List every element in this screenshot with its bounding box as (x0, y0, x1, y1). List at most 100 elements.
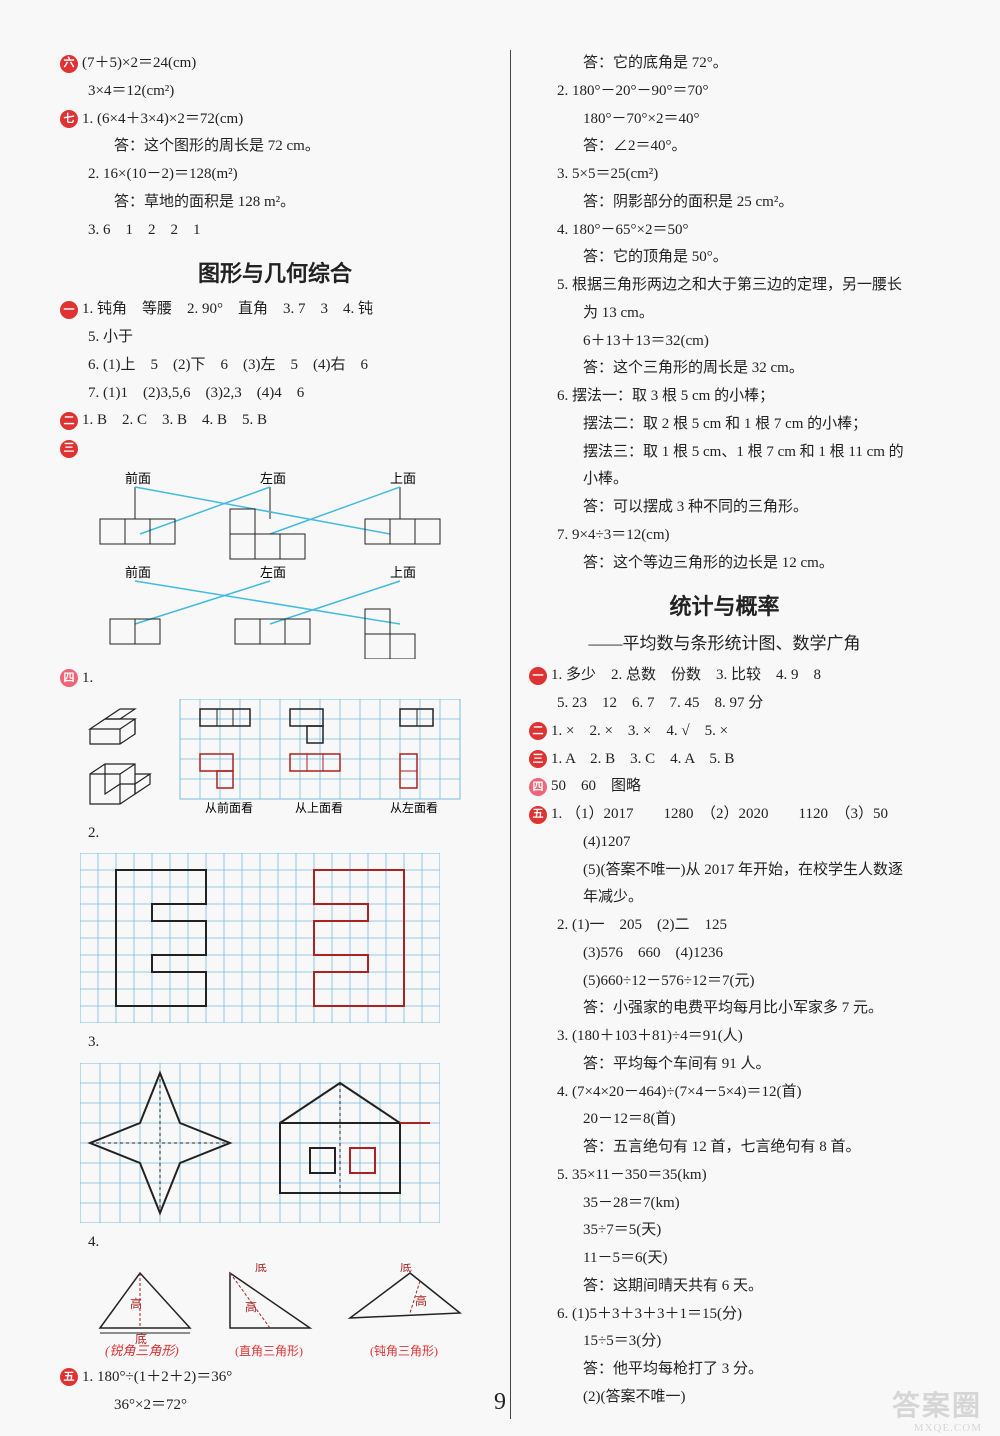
text-line: 答：这期间晴天共有 6 天。 (529, 1273, 920, 1301)
line-text: 3. 6 1 2 2 1 (88, 222, 201, 238)
line-text: 答：平均每个车间有 91 人。 (583, 1056, 771, 1072)
bullet-three: 三 (60, 440, 78, 458)
text-line: 6. 摆法一：取 3 根 5 cm 的小棒； (529, 383, 920, 411)
text-line: 5. 小于 (60, 324, 490, 352)
line-text: 2. 16×(10－2)＝128(m²) (88, 166, 238, 182)
svg-text:上面: 上面 (390, 565, 416, 580)
text-line: 小棒。 (529, 466, 920, 494)
watermark-url: MXQE.COM (914, 1422, 982, 1434)
svg-text:(直角三角形): (直角三角形) (235, 1344, 303, 1358)
svg-text:从前面看: 从前面看 (205, 800, 253, 814)
bullet-icon: 五 (529, 806, 547, 824)
line-text: 4. (7×4×20－464)÷(7×4－5×4)＝12(首) (557, 1084, 802, 1100)
text-line: 36°×2＝72° (60, 1392, 490, 1420)
text-line: 为 13 cm。 (529, 300, 920, 328)
line-text: 2. (1)一 205 (2)二 125 (557, 917, 727, 933)
line-text: 6＋13＋13＝32(cm) (583, 333, 709, 349)
line-text: 1. （1）2017 1280 （2）2020 1120 （3）50 (551, 806, 888, 822)
text-line: 6＋13＋13＝32(cm) (529, 328, 920, 356)
line-text: 答：他平均每枪打了 3 分。 (583, 1361, 763, 1377)
line-text: 5. 根据三角形两边之和大于第三边的定理，另一腰长 (557, 277, 902, 293)
line-text: 11－5＝6(天) (583, 1250, 667, 1266)
bullet-icon: 一 (60, 301, 78, 319)
svg-text:左面: 左面 (260, 565, 286, 580)
line-text: 1. 钝角 等腰 2. 90° 直角 3. 7 3 4. 钝 (82, 301, 373, 317)
bullet-icon: 三 (529, 750, 547, 768)
diagram-q4-2 (80, 853, 490, 1023)
text-line: 答：阴影部分的面积是 25 cm²。 (529, 189, 920, 217)
text-line: 答：∠2＝40°。 (529, 133, 920, 161)
text-line: 3. 5×5＝25(cm²) (529, 161, 920, 189)
line-text: 5. 小于 (88, 329, 133, 345)
left-column: 六(7＋5)×2＝24(cm)3×4＝12(cm²)七1. (6×4＋3×4)×… (60, 50, 490, 1419)
line-text: 答：小强家的电费平均每月比小军家多 7 元。 (583, 1000, 883, 1016)
line-text: 答：五言绝句有 12 首，七言绝句有 8 首。 (583, 1139, 861, 1155)
line-text: 答：可以摆成 3 种不同的三角形。 (583, 499, 808, 515)
text-line: 摆法二：取 2 根 5 cm 和 1 根 7 cm 的小棒； (529, 411, 920, 439)
text-line: (5)(答案不唯一)从 2017 年开始，在校学生人数逐 (529, 857, 920, 885)
svg-text:底: 底 (400, 1263, 412, 1274)
section-title-geometry: 图形与几何综合 (60, 256, 490, 288)
svg-text:(锐角三角形): (锐角三角形) (105, 1343, 179, 1358)
text-line: 答：它的顶角是 50°。 (529, 244, 920, 272)
bullet-icon: 二 (529, 722, 547, 740)
bullet-icon: 六 (60, 55, 78, 73)
bullet-four: 四 (60, 669, 78, 687)
text-line: 一1. 多少 2. 总数 份数 3. 比较 4. 9 8 (529, 662, 920, 690)
text-line: 4. (7×4×20－464)÷(7×4－5×4)＝12(首) (529, 1079, 920, 1107)
page-number: 9 (494, 1389, 506, 1416)
line-text: 3×4＝12(cm²) (88, 83, 174, 99)
line-text: (2)(答案不唯一) (583, 1389, 685, 1405)
line-text: 20－12＝8(首) (583, 1111, 676, 1127)
text-line: 答：这个三角形的周长是 32 cm。 (529, 355, 920, 383)
line-text: 15÷5＝3(分) (583, 1333, 661, 1349)
text-line: 11－5＝6(天) (529, 1245, 920, 1273)
line-text: 35÷7＝5(天) (583, 1222, 661, 1238)
svg-text:高: 高 (130, 1296, 142, 1311)
line-text: 答：这期间晴天共有 6 天。 (583, 1278, 763, 1294)
text-line: 二1. B 2. C 3. B 4. B 5. B (60, 407, 490, 435)
text-line: (3)576 660 (4)1236 (529, 940, 920, 968)
line-text: 6. 摆法一：取 3 根 5 cm 的小棒； (557, 388, 774, 404)
text-line: 答：可以摆成 3 种不同的三角形。 (529, 494, 920, 522)
svg-text:底: 底 (255, 1263, 267, 1274)
text-line: 答：五言绝句有 12 首，七言绝句有 8 首。 (529, 1134, 920, 1162)
line-text: 小棒。 (583, 471, 628, 487)
line-text: 7. (1)1 (2)3,5,6 (3)2,3 (4)4 6 (88, 385, 304, 401)
line-text: 5. 23 12 6. 7 7. 45 8. 97 分 (557, 695, 763, 711)
line-text: 摆法三：取 1 根 5 cm、1 根 7 cm 和 1 根 11 cm 的 (583, 444, 904, 460)
bullet-icon: 四 (529, 778, 547, 796)
line-text: 1. × 2. × 3. × 4. √ 5. × (551, 723, 728, 739)
line-text: 摆法二：取 2 根 5 cm 和 1 根 7 cm 的小棒； (583, 416, 867, 432)
text-line: 五1. （1）2017 1280 （2）2020 1120 （3）50 (529, 801, 920, 829)
text-line: 3×4＝12(cm²) (60, 78, 490, 106)
line-text: 3. (180＋103＋81)÷4＝91(人) (557, 1028, 743, 1044)
text-line: 答：这个等边三角形的边长是 12 cm。 (529, 550, 920, 578)
line-text: 年减少。 (583, 889, 643, 905)
text-line: 15÷5＝3(分) (529, 1328, 920, 1356)
line-text: (7＋5)×2＝24(cm) (82, 55, 196, 71)
line-text: 1. A 2. B 3. C 4. A 5. B (551, 751, 734, 767)
text-line: 5. 35×11－350＝35(km) (529, 1162, 920, 1190)
line-text: 答：它的顶角是 50°。 (583, 249, 728, 265)
text-line: 20－12＝8(首) (529, 1106, 920, 1134)
text-line: 答：它的底角是 72°。 (529, 50, 920, 78)
svg-text:高: 高 (245, 1299, 257, 1314)
text-line: 年减少。 (529, 884, 920, 912)
text-line: 答：平均每个车间有 91 人。 (529, 1051, 920, 1079)
line-text: 35－28＝7(km) (583, 1195, 680, 1211)
line-text: 答：这个图形的周长是 72 cm。 (114, 138, 320, 154)
text-line: (4)1207 (529, 829, 920, 857)
watermark: 答案圈 (892, 1384, 982, 1424)
text-line: 3. (180＋103＋81)÷4＝91(人) (529, 1023, 920, 1051)
bullet-icon: 七 (60, 110, 78, 128)
text-line: 2. 180°－20°－90°＝70° (529, 78, 920, 106)
text-line: 2. 16×(10－2)＝128(m²) (60, 161, 490, 189)
bullet-icon: 五 (60, 1368, 78, 1386)
line-text: 50 60 图略 (551, 778, 641, 794)
diagram-views-match: 前面 左面 上面 前面左面上面 (80, 469, 490, 659)
line-text: 180°－70°×2＝40° (583, 111, 699, 127)
text-line: 7. (1)1 (2)3,5,6 (3)2,3 (4)4 6 (60, 380, 490, 408)
line-text: 4. 180°－65°×2＝50° (557, 222, 688, 238)
right-column: 答：它的底角是 72°。2. 180°－20°－90°＝70° 180°－70°×… (510, 50, 920, 1419)
